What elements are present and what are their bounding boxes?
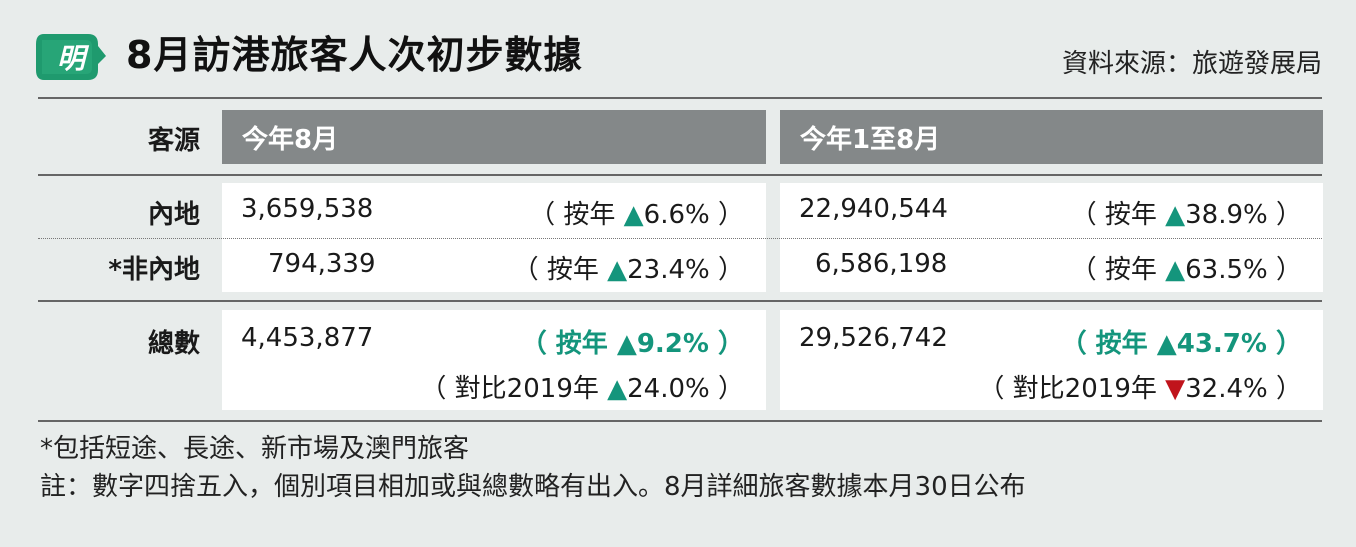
vs2019-pct: 24.0%	[627, 374, 710, 404]
row-label: 內地	[147, 200, 200, 230]
ytd-total-value: 29,526,742	[799, 323, 948, 353]
data-source: 資料來源：旅遊發展局	[1061, 49, 1322, 79]
ming-pao-logo: 明	[36, 28, 106, 86]
ytd-yoy: （ 按年 ▲63.5% ）	[1071, 249, 1302, 286]
yoy-pct: 6.6%	[643, 200, 710, 230]
yoy-suffix: ）	[1267, 255, 1302, 285]
down-arrow-icon: ▼	[1165, 374, 1186, 404]
yoy-pct: 9.2%	[636, 329, 709, 359]
august-value: 794,339	[268, 249, 376, 279]
ytd-yoy: （ 按年 ▲38.9% ）	[1071, 194, 1302, 231]
august-yoy: （ 按年 ▲6.6% ）	[529, 194, 744, 231]
yoy-suffix: ）	[1266, 329, 1302, 359]
ytd-panel-top	[780, 183, 1323, 292]
col-header-august-label: 今年8月	[242, 124, 339, 155]
up-arrow-icon: ▲	[623, 200, 644, 230]
yoy-prefix: （ 按年	[1060, 329, 1157, 359]
col-header-ytd-label: 今年1至8月	[800, 124, 941, 155]
yoy-prefix: （ 按年	[1070, 255, 1166, 285]
august-panel-top	[222, 183, 766, 292]
august-vs-2019: （ 對比2019年 ▲24.0% ）	[420, 368, 744, 405]
august-panel-total	[222, 310, 766, 410]
col-label-header: 客源	[147, 126, 200, 156]
yoy-suffix: ）	[709, 200, 744, 230]
top-divider	[38, 97, 1322, 99]
yoy-suffix: ）	[708, 329, 744, 359]
total-label: 總數	[147, 329, 200, 359]
ytd-value: 22,940,544	[799, 194, 948, 224]
vs2019-pct: 32.4%	[1185, 374, 1268, 404]
col-header-ytd: 今年1至8月	[780, 110, 1323, 164]
vs2019-prefix: （ 對比2019年	[978, 374, 1166, 404]
col-header-august: 今年8月	[222, 110, 766, 164]
vs2019-suffix: ）	[709, 374, 744, 404]
august-total-yoy: （ 按年 ▲9.2% ）	[521, 323, 744, 360]
logo-text: 明	[56, 42, 85, 75]
ytd-vs-2019: （ 對比2019年 ▼32.4% ）	[978, 368, 1302, 405]
ytd-panel-total	[780, 310, 1323, 410]
yoy-prefix: （ 按年	[512, 255, 608, 285]
yoy-pct: 63.5%	[1185, 255, 1268, 285]
yoy-suffix: ）	[709, 255, 744, 285]
up-arrow-icon: ▲	[607, 374, 628, 404]
yoy-prefix: （ 按年	[520, 329, 617, 359]
header-divider	[38, 174, 1322, 176]
up-arrow-icon: ▲	[616, 329, 637, 359]
vs2019-suffix: ）	[1267, 374, 1302, 404]
yoy-prefix: （ 按年	[529, 200, 624, 230]
yoy-pct: 23.4%	[627, 255, 710, 285]
up-arrow-icon: ▲	[1156, 329, 1177, 359]
august-value: 3,659,538	[241, 194, 374, 224]
ytd-value: 6,586,198	[815, 249, 948, 279]
yoy-pct: 38.9%	[1185, 200, 1268, 230]
yoy-suffix: ）	[1267, 200, 1302, 230]
august-yoy: （ 按年 ▲23.4% ）	[513, 249, 744, 286]
yoy-pct: 43.7%	[1176, 329, 1267, 359]
august-total-value: 4,453,877	[241, 323, 374, 353]
yoy-prefix: （ 按年	[1070, 200, 1166, 230]
up-arrow-icon: ▲	[1165, 255, 1186, 285]
bottom-divider	[38, 420, 1322, 422]
row-label: *非內地	[108, 255, 200, 285]
remark: 註：數字四捨五入，個別項目相加或與總數略有出入。8月詳細旅客數據本月30日公布	[40, 472, 1026, 502]
ytd-total-yoy: （ 按年 ▲43.7% ）	[1061, 323, 1302, 360]
up-arrow-icon: ▲	[607, 255, 628, 285]
row-divider	[38, 238, 1322, 239]
footnote: *包括短途、長途、新市場及澳門旅客	[40, 434, 470, 464]
page-title: 8月訪港旅客人次初步數據	[126, 33, 583, 77]
vs2019-prefix: （ 對比2019年	[420, 374, 608, 404]
logo-bubble-icon	[36, 34, 106, 80]
total-divider	[38, 300, 1322, 302]
up-arrow-icon: ▲	[1165, 200, 1186, 230]
